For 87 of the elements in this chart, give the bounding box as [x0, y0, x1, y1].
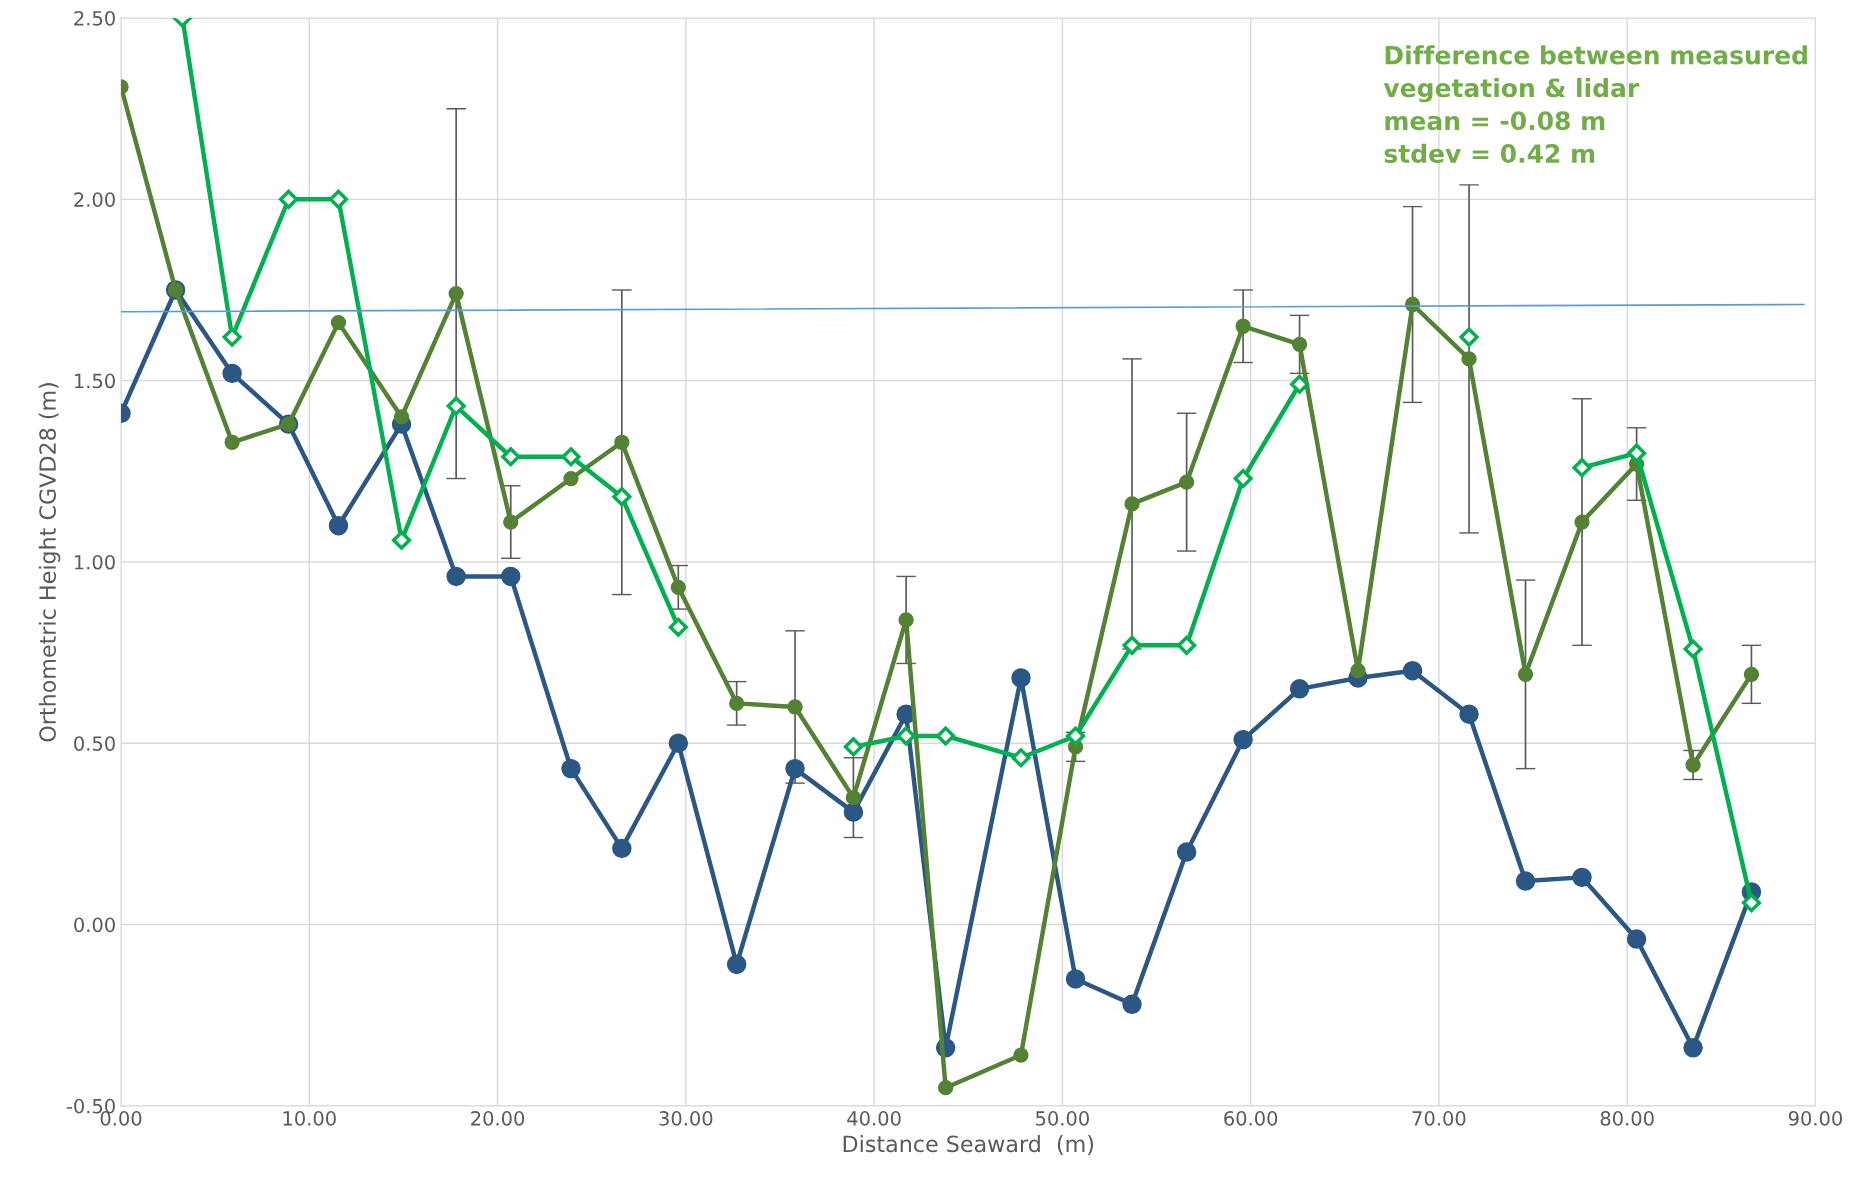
point [1350, 663, 1366, 679]
point [501, 566, 521, 587]
point [1124, 496, 1140, 512]
y-axis-title: Orthometric Height CGVD28 (m) [38, 383, 61, 742]
point [1122, 635, 1142, 655]
point [896, 726, 916, 746]
point [729, 695, 745, 711]
point [1291, 336, 1308, 353]
point [612, 487, 632, 507]
y-tick-label: 2.50 [74, 10, 115, 26]
point [1065, 726, 1086, 746]
point [448, 285, 464, 302]
point [845, 789, 862, 806]
y-tick-label: 0.50 [74, 736, 115, 751]
point [1178, 474, 1195, 490]
point [1176, 842, 1197, 862]
point [1233, 729, 1253, 750]
point [391, 530, 412, 550]
point [1122, 994, 1142, 1015]
point [446, 566, 466, 587]
x-tick-label: 60.00 [1224, 1111, 1278, 1126]
x-tick-label: 50.00 [1036, 1111, 1089, 1126]
point [668, 733, 689, 753]
point [1743, 666, 1760, 682]
point [1627, 443, 1647, 463]
point [1461, 351, 1477, 367]
x-tick-label: 90.00 [1788, 1111, 1842, 1126]
point [1741, 893, 1762, 913]
x-tick-label: 40.00 [847, 1111, 901, 1126]
x-tick-label: 80.00 [1600, 1111, 1654, 1126]
point [938, 1080, 954, 1096]
point [278, 189, 299, 209]
point [898, 612, 914, 628]
annotation: Difference between measured vegetation & lidar mean = -0.08 m stdev = 0.42 m [1383, 45, 1807, 163]
point [1013, 1047, 1029, 1063]
point [1235, 318, 1251, 334]
point [1011, 668, 1031, 688]
x-tick-label: 70.00 [1412, 1111, 1466, 1126]
point [1574, 514, 1590, 530]
y-tick-label: 0.00 [74, 917, 115, 933]
point [726, 954, 747, 975]
y-tick-label: 1.00 [75, 554, 115, 570]
point [563, 470, 579, 487]
point [1065, 969, 1086, 989]
point [1572, 867, 1592, 888]
point [1517, 666, 1534, 682]
point [614, 434, 630, 450]
y-tick-label: 2.00 [74, 192, 115, 207]
point [1515, 871, 1536, 891]
point [1683, 639, 1703, 659]
point [843, 737, 863, 757]
point [1289, 679, 1310, 699]
point [670, 579, 686, 595]
point [936, 726, 956, 746]
point [328, 189, 349, 209]
point [224, 434, 240, 450]
point [1572, 458, 1592, 478]
point [503, 514, 519, 530]
point [612, 838, 632, 859]
point [330, 314, 347, 331]
point [668, 617, 688, 637]
point [1685, 757, 1701, 773]
point [1402, 660, 1423, 681]
x-tick-label: 30.00 [659, 1111, 713, 1126]
x-axis-title: Distance Seaward (m) [843, 1135, 1094, 1155]
point [561, 758, 581, 779]
point [843, 802, 864, 822]
point [446, 396, 466, 416]
point [1683, 1038, 1703, 1058]
point [787, 699, 803, 715]
point [222, 363, 242, 384]
point [1233, 468, 1253, 489]
point [328, 515, 349, 536]
y-tick-label: 1.50 [75, 373, 115, 389]
point [785, 758, 805, 779]
point [1177, 635, 1197, 655]
point [222, 327, 242, 347]
point [393, 409, 410, 425]
point [1626, 929, 1647, 949]
x-tick-label: 10.00 [283, 1111, 336, 1126]
point [1459, 327, 1479, 347]
point [1459, 704, 1479, 724]
point [561, 447, 581, 467]
x-tick-label: 20.00 [471, 1111, 525, 1126]
point [501, 447, 521, 467]
point [1290, 374, 1310, 394]
point [1011, 748, 1031, 768]
